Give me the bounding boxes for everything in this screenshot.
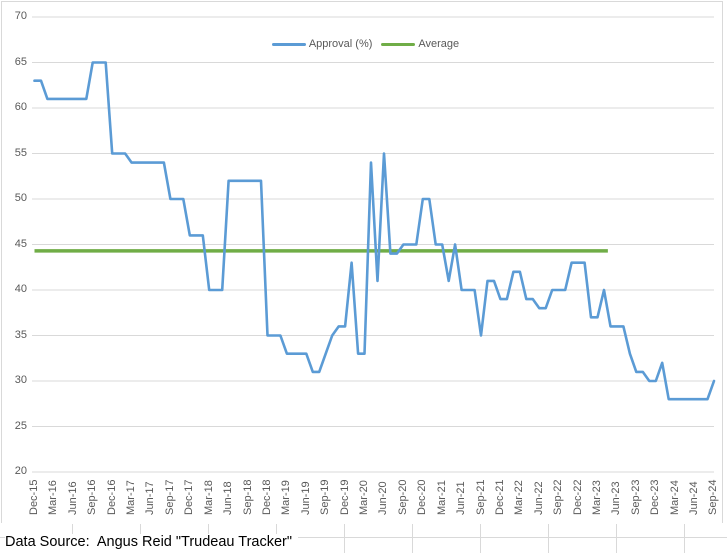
cell-gridline [616,524,617,537]
cell-gridline [412,538,413,553]
cell-gridline [684,524,685,537]
x-tick-label: Dec-20 [416,479,429,515]
cell-gridline [344,538,345,553]
chart-area[interactable]: 20 25 30 35 40 45 50 55 60 65 70 Dec-15 Mar-16 Jun-1… [1,1,723,524]
x-tick-label: Jun-16 [66,481,79,515]
x-tick-label: Dec-17 [183,479,196,515]
x-tick-label: Sep-23 [629,479,642,515]
x-tick-label: Sep-17 [163,479,176,515]
x-tick-label: Mar-16 [47,480,60,515]
x-tick-label: Jun-22 [532,481,545,515]
x-tick-label: Dec-19 [338,479,351,515]
x-tick-label: Mar-23 [591,480,603,515]
approval-line-swatch [271,42,306,46]
x-tick-label: Dec-21 [493,479,506,515]
y-tick-label: 60 [14,101,27,113]
x-tick-label: Mar-19 [280,480,293,515]
cell-gridline [412,524,413,537]
x-tick-label: Dec-15 [28,479,40,515]
x-tick-label: Mar-24 [668,480,681,515]
cell-gridline [72,524,73,537]
legend-item-approval[interactable]: Approval (%) [271,38,373,50]
cell-gridline [616,538,617,553]
x-tick-label: Mar-20 [358,480,371,515]
y-tick-label: 25 [14,419,27,432]
x-tick-label: Jun-17 [144,481,157,515]
cell-gridline [548,538,549,553]
data-source-caption[interactable]: Data Source: Angus Reid "Trudeau Tracker… [5,534,299,550]
gridlines [32,16,714,473]
x-tick-label: Sep-21 [474,479,487,515]
y-tick-label: 45 [14,237,27,250]
y-tick-label: 50 [14,192,27,204]
y-tick-label: 35 [14,328,27,341]
x-tick-label: Jun-24 [688,481,701,515]
x-tick-label: Mar-21 [435,480,448,515]
x-tick-label: Sep-22 [552,479,565,515]
cell-gridline [208,524,209,537]
x-tick-label: Sep-16 [86,479,99,515]
plot-svg [32,16,716,473]
x-tick-label: Sep-19 [319,479,332,515]
cell-gridline [684,538,685,553]
x-tick-label: Jun-23 [610,481,623,515]
x-tick-label: Jun-19 [299,481,312,515]
legend-label-approval: Approval (%) [308,38,373,50]
x-tick-label: Dec-16 [105,479,118,515]
x-tick-label: Mar-22 [513,480,526,515]
y-tick-label: 40 [14,283,27,295]
x-tick-label: Dec-18 [260,479,273,515]
x-tick-label: Sep-20 [396,479,409,515]
cell-gridline [344,524,345,537]
cell-gridline [140,524,141,537]
x-tick-label: Jun-18 [222,481,235,515]
x-tick-label: Sep-18 [241,479,254,515]
x-tick-label: Mar-17 [125,480,138,515]
chart-legend[interactable]: Approval (%) Average [2,38,727,50]
legend-item-average[interactable]: Average [381,38,459,50]
x-tick-label: Jun-20 [377,481,390,515]
y-tick-label: 20 [14,465,27,477]
average-line-swatch [381,42,416,46]
row-gridline [0,537,727,538]
x-tick-label: Jun-21 [455,481,468,515]
cell-gridline [548,524,549,537]
y-tick-label: 55 [14,146,27,159]
x-tick-label: Sep-24 [707,479,720,515]
x-tick-label: Mar-18 [202,480,215,515]
cell-gridline [480,538,481,553]
x-tick-label: Dec-23 [649,479,662,515]
cell-gridline [276,524,277,537]
y-tick-label: 70 [14,10,27,22]
y-tick-label: 30 [14,374,27,386]
x-tick-label: Dec-22 [571,479,584,515]
cell-gridline [480,524,481,537]
y-tick-label: 65 [14,55,27,68]
approval-series-line[interactable] [33,61,716,401]
legend-label-average: Average [418,38,460,50]
